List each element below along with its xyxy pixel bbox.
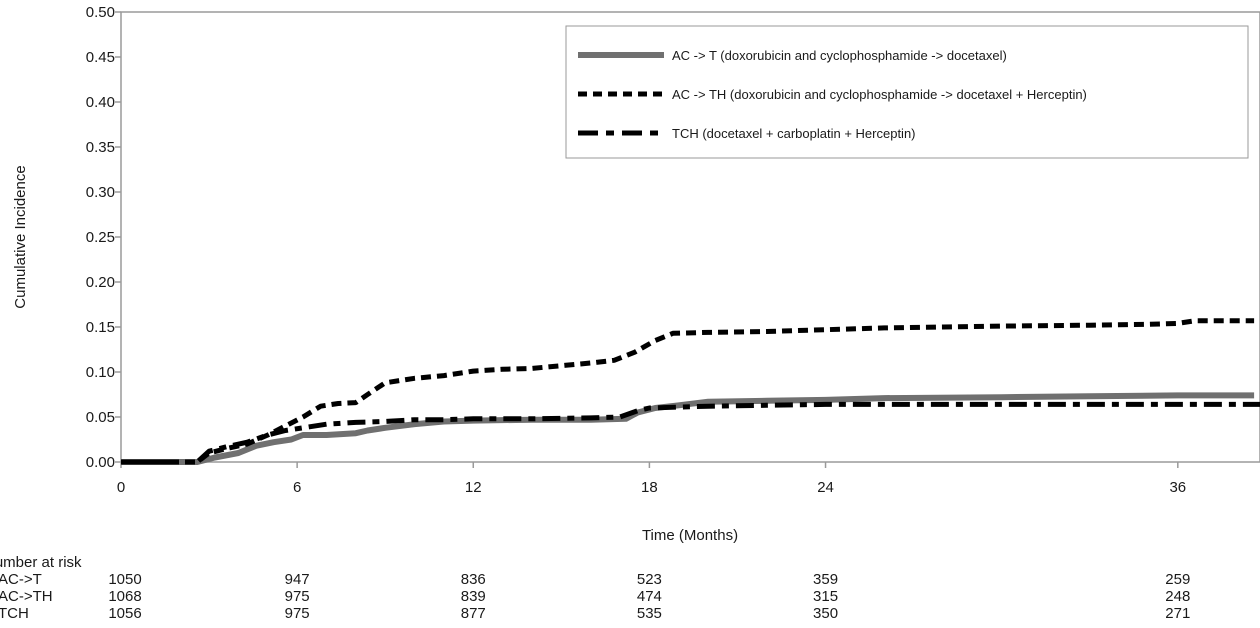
x-axis: 0 6 12 18 24 36 — [117, 462, 1186, 496]
y-tick-label: 0.10 — [86, 364, 115, 381]
risk-value: 1056 — [108, 605, 141, 622]
y-axis-title: Cumulative Incidence — [12, 165, 29, 308]
risk-value: 975 — [285, 605, 310, 622]
risk-value: 248 — [1165, 588, 1190, 605]
risk-row-label: TCH — [0, 605, 29, 622]
series-line-tch — [121, 401, 1260, 465]
y-tick-label: 0.00 — [86, 454, 115, 471]
risk-value: 350 — [813, 605, 838, 622]
risk-value: 271 — [1165, 605, 1190, 622]
legend: AC -> T (doxorubicin and cyclophosphamid… — [565, 25, 1249, 159]
risk-row-label: AC->T — [0, 571, 42, 588]
risk-value: 315 — [813, 588, 838, 605]
y-tick-label: 0.45 — [86, 49, 115, 66]
risk-value: 877 — [461, 605, 486, 622]
risk-value: 523 — [637, 571, 662, 588]
number-at-risk-table: Number at risk AC->T 1050 947 836 523 359 259 A… — [0, 554, 1190, 622]
x-tick-label: 36 — [1169, 479, 1186, 496]
y-tick-label: 0.15 — [86, 319, 115, 336]
risk-row-label: AC->TH — [0, 588, 53, 605]
legend-label: TCH (docetaxel + carboplatin + Herceptin… — [672, 126, 916, 141]
legend-items: AC -> T (doxorubicin and cyclophosphamid… — [578, 48, 1087, 141]
x-tick-label: 0 — [117, 479, 125, 496]
risk-value: 947 — [285, 571, 310, 588]
x-axis-title: Time (Months) — [642, 527, 738, 544]
risk-value: 535 — [637, 605, 662, 622]
x-tick-label: 18 — [641, 479, 658, 496]
y-axis: 0.00 0.05 0.10 0.15 0.20 0.25 0.30 0.35 0.40 0.45… — [86, 4, 121, 471]
risk-value: 259 — [1165, 571, 1190, 588]
y-tick-label: 0.25 — [86, 229, 115, 246]
series-layer — [121, 318, 1260, 465]
x-tick-label: 24 — [817, 479, 834, 496]
legend-box — [565, 25, 1249, 159]
risk-value: 474 — [637, 588, 662, 605]
y-tick-label: 0.30 — [86, 184, 115, 201]
y-tick-label: 0.35 — [86, 139, 115, 156]
y-tick-label: 0.05 — [86, 409, 115, 426]
x-tick-label: 12 — [465, 479, 482, 496]
x-tick-label: 6 — [293, 479, 301, 496]
risk-value: 975 — [285, 588, 310, 605]
risk-value: 359 — [813, 571, 838, 588]
risk-value: 1068 — [108, 588, 141, 605]
legend-label: AC -> TH (doxorubicin and cyclophosphami… — [672, 87, 1087, 102]
risk-value: 1050 — [108, 571, 141, 588]
series-line-ac-th — [121, 318, 1255, 465]
y-tick-label: 0.20 — [86, 274, 115, 291]
y-tick-label: 0.50 — [86, 4, 115, 21]
legend-label: AC -> T (doxorubicin and cyclophosphamid… — [672, 48, 1007, 63]
y-tick-label: 0.40 — [86, 94, 115, 111]
risk-value: 839 — [461, 588, 486, 605]
risk-value: 836 — [461, 571, 486, 588]
risk-table-title: Number at risk — [0, 554, 82, 571]
